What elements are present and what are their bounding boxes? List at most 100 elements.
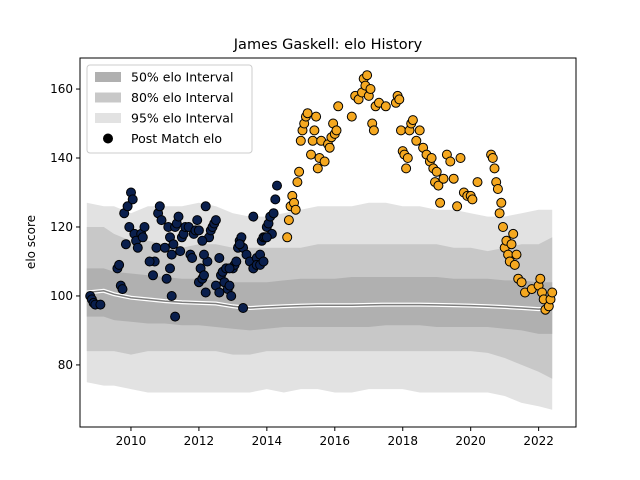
data-point: [124, 222, 135, 232]
legend-label: Post Match elo: [131, 131, 222, 146]
data-point: [200, 287, 211, 298]
data-point: [346, 111, 357, 122]
data-point: [144, 256, 155, 267]
data-point: [272, 180, 282, 191]
post-match-points: [85, 70, 558, 322]
data-point: [175, 246, 186, 257]
data-point: [214, 287, 225, 298]
data-point: [282, 232, 293, 243]
data-point: [165, 263, 175, 274]
data-point: [139, 222, 150, 232]
data-point: [127, 194, 138, 205]
data-point: [312, 163, 323, 174]
x-tick-label: 2020: [455, 434, 486, 448]
data-point: [511, 249, 522, 260]
data-point: [433, 180, 444, 191]
data-point: [294, 166, 305, 177]
mean-line: [86, 290, 553, 310]
data-point: [166, 249, 177, 260]
data-point: [132, 242, 143, 253]
data-point: [365, 84, 376, 94]
data-point: [368, 125, 379, 136]
data-point: [487, 153, 498, 163]
data-point: [154, 201, 165, 212]
x-tick-label: 2022: [523, 434, 554, 448]
data-point: [117, 284, 128, 295]
data-point: [414, 125, 425, 136]
data-point: [489, 163, 500, 174]
data-point: [452, 201, 463, 212]
data-point: [224, 263, 235, 274]
data-point: [401, 163, 412, 174]
y-tick-label: 160: [50, 82, 73, 96]
data-point: [324, 142, 335, 153]
data-point: [438, 173, 449, 184]
data-point: [455, 153, 466, 163]
data-point: [95, 299, 106, 310]
data-point: [380, 101, 391, 112]
data-point: [226, 291, 237, 301]
y-tick-label: 140: [50, 151, 73, 165]
data-point: [407, 115, 418, 126]
data-point: [193, 225, 204, 236]
data-point: [411, 135, 422, 146]
legend-frame: [86, 64, 253, 154]
data-point: [498, 222, 508, 232]
legend-swatch: [95, 92, 121, 103]
data-point: [224, 280, 235, 291]
data-point: [248, 211, 259, 222]
y-axis-label: elo score: [24, 215, 38, 269]
data-point: [199, 249, 209, 260]
data-point: [137, 232, 148, 243]
chart-legend: 50% elo Interval 80% elo Interval 95% elo …: [86, 64, 253, 154]
data-point: [448, 173, 459, 184]
data-point: [547, 287, 558, 298]
data-point: [238, 303, 249, 313]
data-point: [122, 201, 133, 212]
data-point: [258, 256, 269, 267]
data-point: [156, 215, 167, 226]
data-point: [166, 291, 177, 301]
data-point: [292, 177, 303, 188]
data-point: [270, 194, 281, 205]
data-point: [535, 273, 546, 284]
data-point: [170, 311, 181, 322]
legend-swatch: [95, 113, 121, 123]
data-point: [120, 239, 131, 250]
data-point: [396, 125, 406, 136]
y-tick-label: 100: [50, 289, 73, 303]
legend-label: 80% elo Interval: [131, 90, 233, 105]
data-point: [402, 153, 413, 163]
data-point: [290, 204, 301, 215]
mean-elo-line: [86, 288, 553, 312]
data-point: [234, 239, 245, 250]
data-point: [516, 277, 527, 288]
legend-label: 95% elo Interval: [131, 111, 233, 126]
legend-marker: [103, 133, 113, 144]
data-point: [472, 177, 483, 188]
chart-title: James Gaskell: elo History: [233, 37, 423, 53]
data-point: [362, 70, 373, 81]
y-axis: 80 100 120 140 160: [50, 82, 80, 372]
data-point: [231, 256, 242, 267]
data-point: [331, 125, 342, 136]
data-point: [200, 201, 211, 212]
data-point: [509, 259, 520, 270]
data-point: [210, 215, 221, 226]
data-point: [311, 111, 322, 122]
data-point: [173, 211, 184, 222]
data-point: [159, 242, 170, 253]
data-point: [283, 215, 294, 226]
data-point: [214, 253, 225, 263]
data-point: [148, 270, 158, 281]
data-point: [506, 239, 517, 250]
y-tick-label: 120: [50, 220, 73, 234]
x-tick-label: 2012: [184, 434, 215, 448]
data-point: [306, 149, 316, 160]
data-point: [492, 184, 503, 194]
data-point: [309, 125, 320, 136]
x-axis: 2010 2012 2014 2016 2018 2020 2022: [116, 427, 554, 448]
data-point: [192, 215, 203, 226]
x-tick-label: 2016: [320, 434, 351, 448]
